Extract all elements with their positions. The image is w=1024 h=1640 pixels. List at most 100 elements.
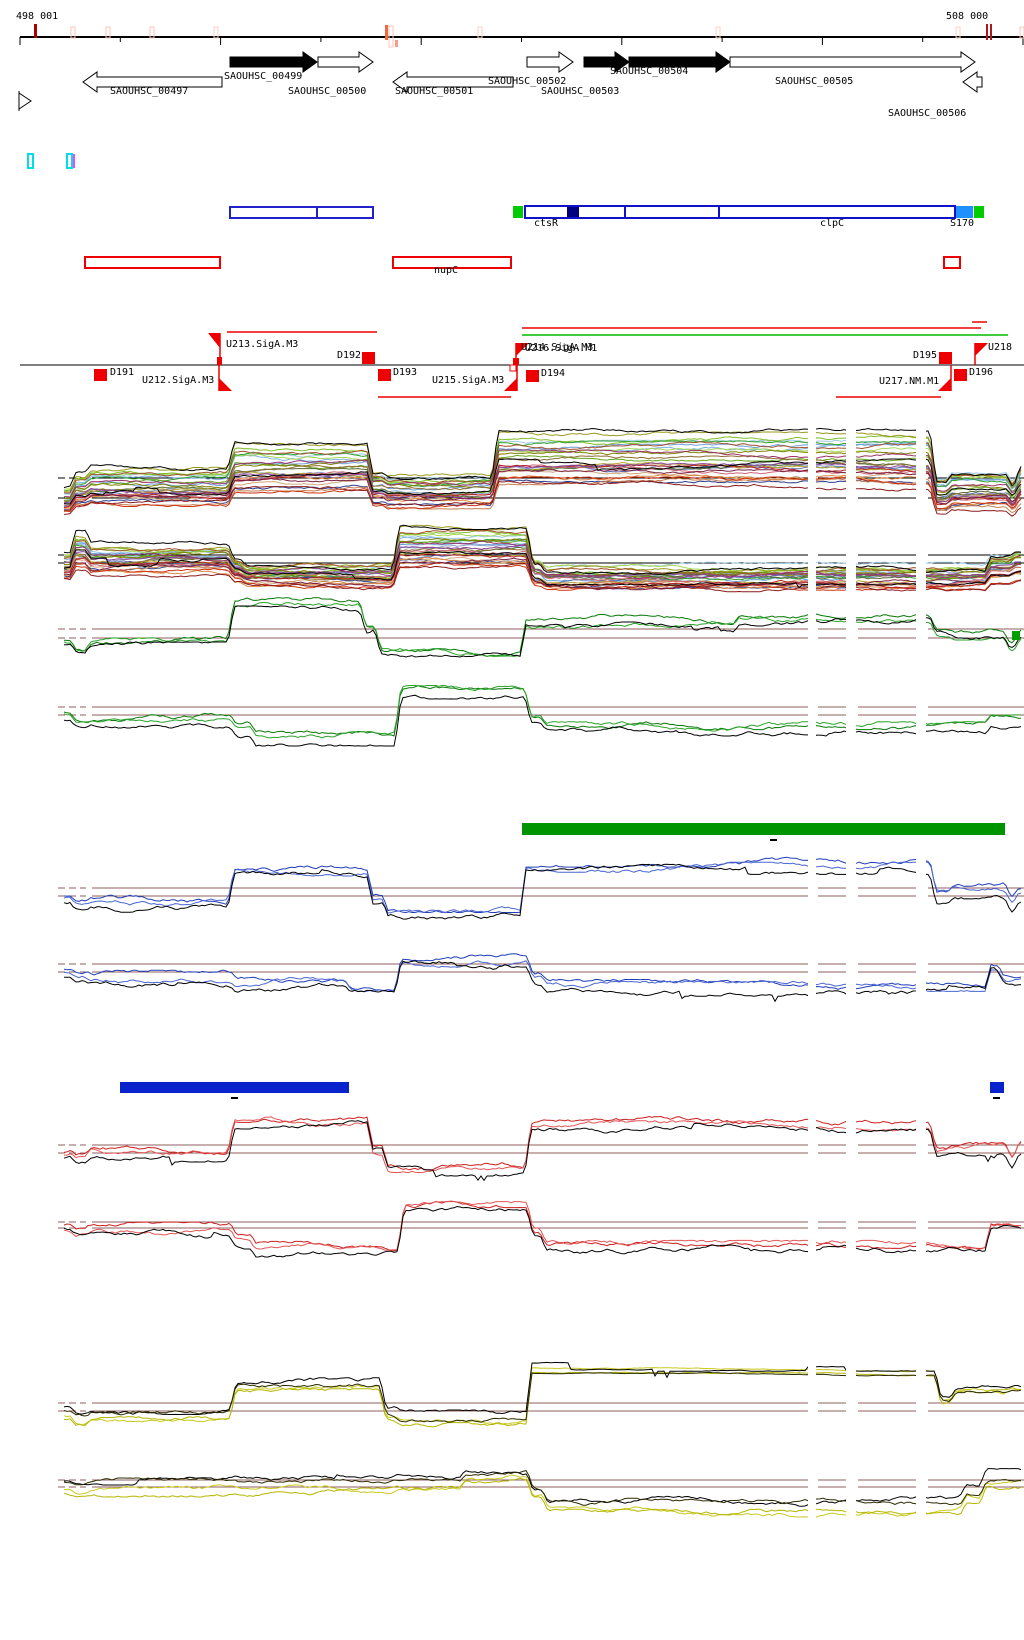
expression-series-all-conditions-minus [63,529,1022,576]
gene-label-saouhsc_00499: SAOUHSC_00499 [224,71,303,82]
red-outline-feature[interactable] [84,256,221,269]
terminator-square-d191[interactable] [94,369,107,381]
red-outline-feature[interactable] [943,256,961,269]
ruler-end-label: 508 000 [946,11,989,22]
ruler-signal-mark [385,25,388,40]
expression-series-condition-b-minus [63,953,1022,992]
probe-gap [846,1452,856,1535]
terminator-square-d194[interactable] [526,370,539,382]
terminator-square-d196[interactable] [954,369,967,381]
tss-label-d194: D194 [541,368,566,379]
expression-series-all-conditions-plus [63,435,1022,492]
ruler-signal-mark [70,26,76,39]
expression-series-condition-d-minus [63,1474,1022,1518]
expression-series-condition-a-minus [63,685,1022,737]
cyan-feature-mark[interactable] [66,153,73,169]
operon-cyan-segment[interactable] [956,206,973,218]
terminator-square-d192[interactable] [362,352,375,364]
segment-bar-green[interactable] [522,823,1005,835]
expression-series-condition-b-plus [63,856,1022,914]
segment-bar-blue-right-dash [993,1097,1000,1099]
gene-arrow-saouhsc_00502[interactable] [526,51,574,73]
probe-gap [916,596,926,668]
probe-gap [808,678,816,752]
ruler-signal-mark [986,24,988,40]
gene-arrow-saouhsc_00503[interactable] [583,51,630,73]
tss-flag-u212.siga.m3[interactable] [219,378,232,391]
gene-arrow-saouhsc_00506[interactable] [962,71,983,93]
expression-series-all-conditions-plus [63,464,1022,508]
tss-label-d196: D196 [969,367,994,378]
expression-series-condition-a-plus [63,597,1022,657]
expression-series-all-conditions-plus [63,461,1022,505]
blue-outline-feature[interactable] [229,206,374,219]
segment-bar-blue-right[interactable] [990,1082,1004,1093]
probe-gap [808,1358,816,1450]
tss-label-d193: D193 [393,367,418,378]
ruler-signal-mark [1019,26,1024,39]
strand-flag-icon [18,92,32,110]
expression-series-all-conditions-plus [63,476,1022,514]
expression-series-all-conditions-minus [63,557,1022,589]
expression-series-all-conditions-plus [63,443,1022,500]
tss-flag-u217.nm.m1[interactable] [938,378,951,391]
tss-flag-base [513,358,519,365]
terminator-square-d195[interactable] [939,352,952,364]
probe-gap [916,424,926,512]
ruler-signal-mark [715,26,721,39]
probe-gap [846,938,856,1016]
gene-arrow-saouhsc_00504[interactable] [628,51,731,73]
tss-flag-u218[interactable] [975,343,988,356]
expression-series-all-conditions-minus [63,549,1022,589]
expression-series-all-conditions-plus [64,469,1022,511]
probe-gap [916,1106,926,1196]
ruler-signal-mark [955,26,961,39]
segment-bar-blue-left-dash [231,1097,238,1099]
ruler-start-label: 498 001 [16,11,59,22]
expression-series-condition-d-minus [63,1470,1022,1506]
cyan-feature-mark[interactable] [27,153,34,169]
gene-arrow-saouhsc_00501[interactable] [392,71,514,93]
expression-series-all-conditions-plus [63,476,1022,513]
expression-series-condition-c-plus [64,1116,1022,1174]
operon-start-marker[interactable] [513,206,523,218]
red-outline-feature[interactable] [392,256,512,269]
expression-series-all-conditions-plus [63,454,1022,502]
expression-series-condition-a-minus [63,694,1022,747]
operon-navy-segment[interactable] [567,206,579,218]
expression-series-condition-d-plus [63,1361,1022,1415]
gene-label-saouhsc_00502: SAOUHSC_00502 [488,76,567,87]
feature-label-nupc: nupC [434,265,459,276]
expression-series-condition-c-minus [63,1200,1022,1252]
gene-arrow-saouhsc_00497[interactable] [82,71,223,93]
expression-series-condition-c-minus [63,1205,1022,1258]
gene-arrow-saouhsc_00499[interactable] [229,51,318,73]
probe-gap [808,838,816,934]
expression-series-condition-a-plus [63,602,1022,658]
gene-arrow-saouhsc_00505[interactable] [729,51,976,73]
gene-arrow-saouhsc_00500[interactable] [317,51,374,73]
expression-series-condition-c-plus [63,1120,1022,1182]
expression-series-all-conditions-plus [63,449,1022,498]
ruler-signal-mark [105,26,111,39]
tss-label-u217-nm-m1: U217.NM.M1 [879,376,940,387]
probe-gap [916,938,926,1016]
expression-series-all-conditions-minus [63,544,1022,579]
expression-series-all-conditions-plus [63,449,1022,500]
expression-series-condition-d-plus [63,1367,1022,1426]
terminator-square-d193[interactable] [378,369,391,381]
tss-flag-u213.siga.m3[interactable] [208,333,220,348]
ruler-signal-mark [477,26,483,39]
ruler-signal-mark [149,26,155,39]
segment-bar-blue-left[interactable] [120,1082,349,1093]
tss-flag-u215.siga.m3[interactable] [504,378,517,391]
gene-label-saouhsc_00500: SAOUHSC_00500 [288,86,367,97]
expression-series-all-conditions-plus [63,462,1022,505]
operon-outline-bar[interactable] [524,205,956,219]
operon-end-marker[interactable] [974,206,984,218]
tss-flag-u214.siga.m3[interactable] [516,343,529,356]
segment-bar-green-dash [770,839,777,841]
tss-label-u218: U218 [988,342,1013,353]
expression-series-all-conditions-plus [63,455,1022,503]
